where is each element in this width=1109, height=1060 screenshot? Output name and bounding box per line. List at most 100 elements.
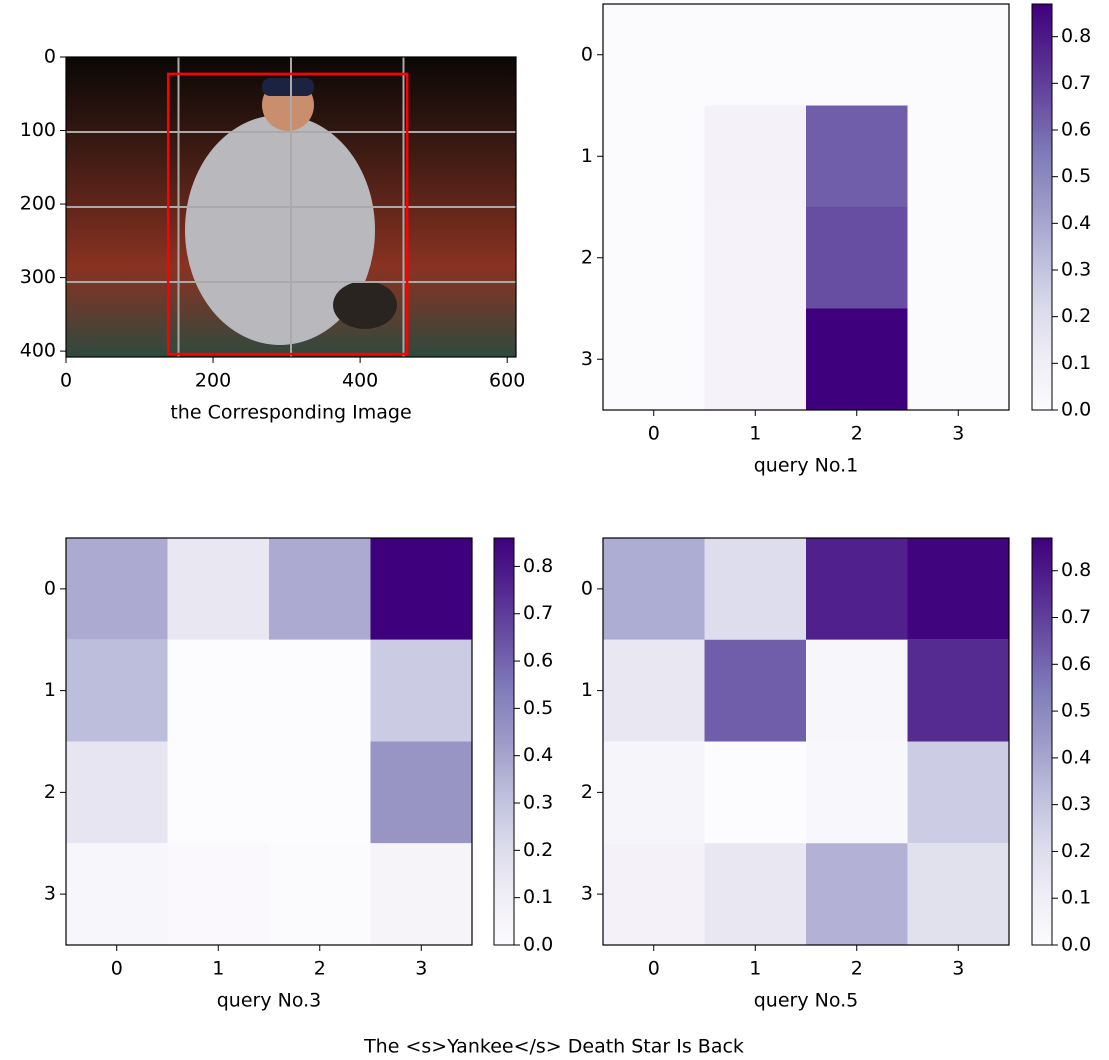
colorbar-tick-label: 0.5 (1061, 165, 1091, 187)
x-axis-label: query No.3 (217, 990, 322, 1012)
heatmap-cell (806, 4, 908, 106)
heatmap-cell (269, 843, 371, 945)
colorbar-tick-label: 0.4 (523, 744, 553, 766)
heatmap-cell (371, 538, 473, 640)
colorbar-tick-label: 0.2 (1061, 305, 1091, 327)
heatmap-cell (908, 843, 1010, 945)
colorbar-tick-label: 0.3 (1061, 259, 1091, 281)
colorbar-tick-label: 0.6 (1061, 119, 1091, 141)
heatmap-cell (603, 309, 705, 411)
heatmap-cell (908, 106, 1010, 208)
colorbar-tick-label: 0.7 (1061, 606, 1091, 628)
heatmap-cell (908, 309, 1010, 411)
x-tick-label: 2 (851, 958, 863, 980)
x-tick-label: 1 (212, 958, 224, 980)
colorbar-tick-label: 0.0 (1061, 934, 1091, 956)
heatmap-cell (806, 538, 908, 640)
colorbar-tick-label: 0.1 (523, 886, 553, 908)
x-tick-label: 2 (851, 423, 863, 445)
y-tick-label: 400 (20, 340, 56, 362)
colorbar-tick-label: 0.0 (523, 934, 553, 956)
heatmap-cell (908, 640, 1010, 742)
heatmap-cell (66, 538, 168, 640)
heatmap-cell (806, 843, 908, 945)
heatmap-cell (908, 742, 1010, 844)
x-tick-label: 1 (749, 423, 761, 445)
colorbar-tick-label: 0.7 (1061, 72, 1091, 94)
y-tick-label: 0 (581, 43, 593, 65)
heatmap-cell (66, 843, 168, 945)
colorbar-tick-label: 0.3 (523, 792, 553, 814)
heatmap-cell (66, 742, 168, 844)
colorbar-tick-label: 0.8 (1061, 25, 1091, 47)
heatmap-cell (705, 742, 807, 844)
y-tick-label: 100 (20, 119, 56, 141)
x-tick-label: 3 (952, 423, 964, 445)
heatmap-cell (371, 742, 473, 844)
heatmap-cell (168, 640, 270, 742)
heatmap-cell (371, 843, 473, 945)
colorbar-tick-label: 0.8 (1061, 559, 1091, 581)
colorbar-tick-label: 0.5 (523, 697, 553, 719)
heatmap-cell (603, 843, 705, 945)
heatmap-cell (603, 538, 705, 640)
colorbar-tick-label: 0.0 (1061, 399, 1091, 421)
x-axis-label: query No.5 (754, 990, 859, 1012)
x-tick-label: 400 (342, 370, 378, 392)
x-tick-label: 600 (489, 370, 525, 392)
y-tick-label: 1 (581, 145, 593, 167)
y-tick-label: 0 (44, 577, 56, 599)
y-tick-label: 200 (20, 193, 56, 215)
heatmap-cell (269, 640, 371, 742)
colorbar-tick-label: 0.4 (1061, 212, 1091, 234)
heatmap-cell (168, 538, 270, 640)
photo-cap (262, 78, 314, 96)
y-tick-label: 1 (581, 679, 593, 701)
colorbar-tick-label: 0.2 (1061, 840, 1091, 862)
x-tick-label: 0 (648, 958, 660, 980)
colorbar-tick-label: 0.5 (1061, 700, 1091, 722)
y-tick-label: 3 (581, 348, 593, 370)
x-axis-label: query No.1 (754, 455, 859, 477)
y-tick-label: 2 (581, 781, 593, 803)
heatmap-cell (168, 843, 270, 945)
y-tick-label: 3 (581, 883, 593, 905)
x-tick-label: 1 (749, 958, 761, 980)
x-axis-label: the Corresponding Image (170, 402, 411, 424)
heatmap-cell (66, 640, 168, 742)
heatmap-cell (705, 309, 807, 411)
y-tick-label: 1 (44, 679, 56, 701)
y-tick-label: 300 (20, 266, 56, 288)
heatmap-cell (705, 843, 807, 945)
y-tick-label: 0 (44, 46, 56, 68)
colorbar-tick-label: 0.2 (523, 839, 553, 861)
x-tick-label: 3 (415, 958, 427, 980)
colorbar-tick-label: 0.7 (523, 602, 553, 624)
colorbar-tick-label: 0.8 (523, 555, 553, 577)
colorbar-tick-label: 0.1 (1061, 887, 1091, 909)
y-tick-label: 0 (581, 577, 593, 599)
heatmap-cell (603, 640, 705, 742)
heatmap-cell (705, 4, 807, 106)
heatmap-cell (705, 538, 807, 640)
y-tick-label: 2 (581, 246, 593, 268)
heatmap-cell (806, 309, 908, 411)
y-tick-label: 3 (44, 883, 56, 905)
x-tick-label: 2 (314, 958, 326, 980)
heatmap-cell (603, 207, 705, 309)
heatmap-cell (603, 106, 705, 208)
x-tick-label: 0 (60, 370, 72, 392)
colorbar (494, 538, 514, 945)
heatmap-cell (908, 538, 1010, 640)
heatmap-cell (603, 4, 705, 106)
heatmap-cell (806, 742, 908, 844)
heatmap-cell (908, 4, 1010, 106)
heatmap-cell (705, 207, 807, 309)
heatmap-cell (371, 640, 473, 742)
x-tick-label: 0 (111, 958, 123, 980)
heatmap-cell (168, 742, 270, 844)
colorbar (1032, 538, 1052, 945)
heatmap-cell (806, 207, 908, 309)
colorbar-tick-label: 0.4 (1061, 746, 1091, 768)
x-tick-label: 200 (195, 370, 231, 392)
